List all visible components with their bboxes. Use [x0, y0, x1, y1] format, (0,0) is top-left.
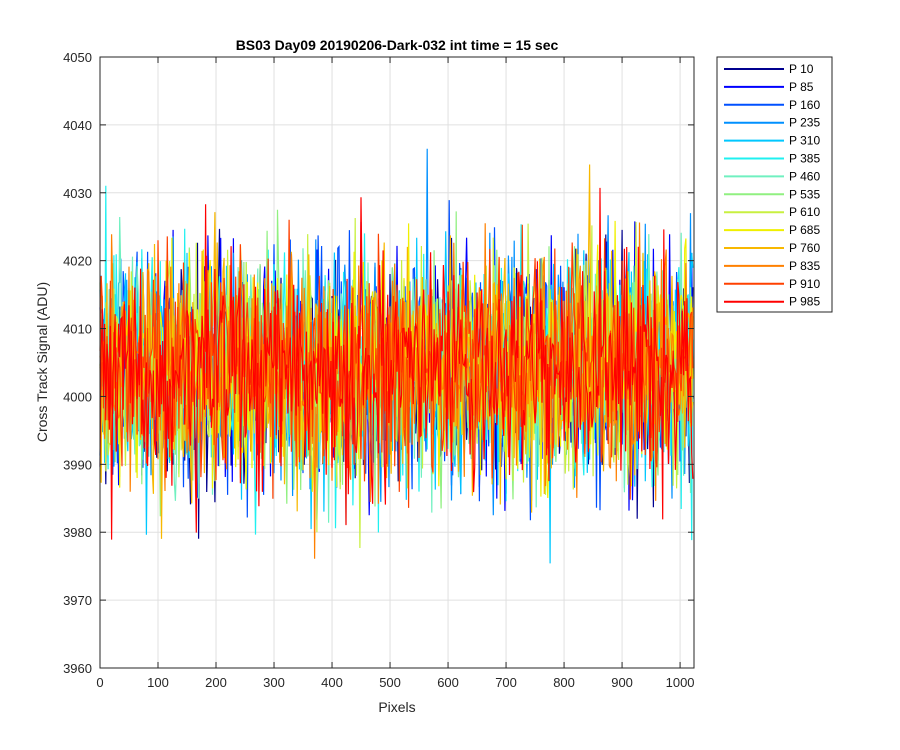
x-tick-label-300: 300 — [263, 675, 285, 690]
legend-label-p-10: P 10 — [789, 62, 814, 76]
legend-label-p-385: P 385 — [789, 152, 820, 166]
legend-label-p-235: P 235 — [789, 116, 820, 130]
y-tick-label-3980: 3980 — [63, 525, 92, 540]
y-tick-label-3960: 3960 — [63, 661, 92, 676]
x-tick-label-100: 100 — [147, 675, 169, 690]
x-tick-label-800: 800 — [553, 675, 575, 690]
legend-box — [716, 56, 833, 313]
legend-label-p-910: P 910 — [789, 277, 820, 291]
legend-label-p-85: P 85 — [789, 80, 814, 94]
x-tick-label-200: 200 — [205, 675, 227, 690]
legend-label-p-310: P 310 — [789, 134, 820, 148]
legend-label-p-985: P 985 — [789, 295, 820, 309]
legend-label-p-835: P 835 — [789, 259, 820, 273]
x-tick-label-0: 0 — [96, 675, 103, 690]
y-tick-label-4030: 4030 — [63, 186, 92, 201]
x-tick-label-700: 700 — [495, 675, 517, 690]
legend-label-p-460: P 460 — [789, 169, 820, 183]
y-tick-label-3990: 3990 — [63, 457, 92, 472]
y-tick-label-3970: 3970 — [63, 593, 92, 608]
x-axis-title: Pixels — [378, 699, 415, 715]
legend-label-p-760: P 760 — [789, 241, 820, 255]
y-tick-label-4050: 4050 — [63, 50, 92, 65]
chart-title: BS03 Day09 20190206-Dark-032 int time = … — [236, 37, 559, 53]
y-tick-label-4010: 4010 — [63, 322, 92, 337]
x-tick-label-400: 400 — [321, 675, 343, 690]
x-tick-label-1000: 1000 — [666, 675, 695, 690]
y-tick-label-4000: 4000 — [63, 389, 92, 404]
legend-label-p-610: P 610 — [789, 205, 820, 219]
x-tick-label-600: 600 — [437, 675, 459, 690]
x-tick-label-500: 500 — [379, 675, 401, 690]
legend: P 10 P 85 P 160 P 235 P 310 P 385 P 460 P 535 P … — [716, 56, 833, 313]
legend-label-p-685: P 685 — [789, 223, 820, 237]
tick-layer: 0 100 200 300 400 500 600 700 800 900 1000 3960 3970… — [63, 50, 694, 690]
y-tick-label-4040: 4040 — [63, 118, 92, 133]
legend-label-p-160: P 160 — [789, 98, 820, 112]
x-tick-label-900: 900 — [611, 675, 633, 690]
y-axis-title: Cross Track Signal (ADU) — [34, 282, 50, 442]
series-layer — [99, 148, 694, 564]
legend-label-p-535: P 535 — [789, 187, 820, 201]
plot-frame — [99, 56, 695, 669]
y-tick-label-4020: 4020 — [63, 254, 92, 269]
series-line-p-985 — [99, 187, 694, 540]
